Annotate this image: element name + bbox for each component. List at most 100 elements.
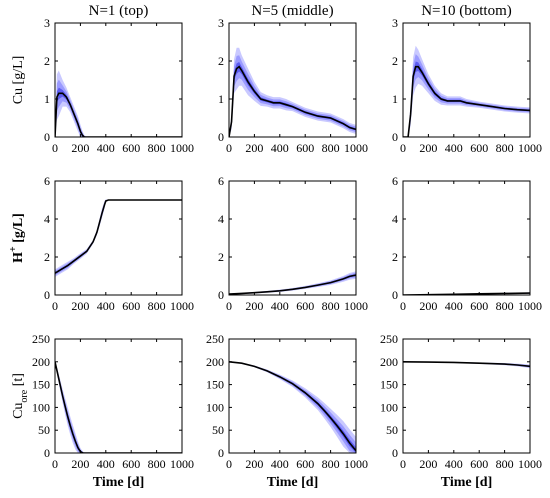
y-tick-label: 100 — [32, 400, 50, 414]
x-tick-label: 400 — [445, 299, 463, 313]
y-tick-label: 50 — [386, 423, 398, 437]
y-axis-label: Cuore [t] — [11, 373, 30, 419]
panel-title: N=10 (bottom) — [421, 3, 512, 19]
x-tick-label: 1000 — [170, 457, 194, 471]
y-tick-label: 150 — [380, 378, 398, 392]
y-tick-label: 150 — [32, 378, 50, 392]
y-tick-label: 4 — [44, 212, 50, 226]
y-axis-label: Cu [g/L] — [11, 56, 26, 105]
plot-area — [229, 271, 356, 295]
x-tick-label: 400 — [271, 457, 289, 471]
chart-panel: 0 200 400 600 800 1000 0 1 2 3 N=10 (bottom) — [392, 3, 542, 155]
axes-frame — [402, 338, 531, 454]
y-tick-label: 2 — [218, 54, 224, 68]
y-tick-label: 4 — [218, 212, 224, 226]
axes-frame — [54, 22, 183, 138]
x-tick-label: 200 — [71, 457, 89, 471]
x-tick-label: 400 — [97, 141, 115, 155]
uncertainty-band-inner — [229, 361, 356, 453]
uncertainty-band-mid — [229, 361, 356, 453]
y-tick-label: 50 — [38, 423, 50, 437]
x-tick-label: 200 — [419, 457, 437, 471]
y-tick-label: 0 — [392, 288, 398, 302]
x-axis-label: Time [d] — [441, 475, 492, 490]
mean-line — [55, 361, 182, 453]
y-tick-label: 3 — [218, 16, 224, 30]
y-tick-label: 2 — [44, 54, 50, 68]
x-tick-label: 400 — [271, 141, 289, 155]
y-tick-label: 3 — [44, 16, 50, 30]
plot-area — [403, 45, 530, 137]
x-tick-label: 600 — [296, 299, 314, 313]
y-tick-label: 0 — [218, 288, 224, 302]
uncertainty-band-mid — [229, 272, 356, 295]
x-tick-label: 800 — [148, 299, 166, 313]
y-tick-label: 6 — [218, 174, 224, 188]
x-tick-label: 600 — [470, 299, 488, 313]
axes-frame — [54, 338, 183, 454]
y-tick-label: 0 — [218, 130, 224, 144]
x-tick-label: 800 — [148, 457, 166, 471]
x-tick-label: 0 — [52, 141, 58, 155]
chart-panel: 0 200 400 600 800 1000 0 50 100 150 200 250 Time [d] — [380, 332, 542, 490]
x-tick-label: 1000 — [170, 141, 194, 155]
x-tick-label: 1000 — [170, 299, 194, 313]
y-tick-label: 250 — [380, 332, 398, 346]
uncertainty-band-outer — [229, 361, 356, 453]
x-tick-label: 200 — [419, 141, 437, 155]
x-tick-label: 400 — [445, 141, 463, 155]
plot-area — [55, 199, 182, 277]
panel-title: N=1 (top) — [89, 3, 149, 19]
x-tick-label: 600 — [296, 141, 314, 155]
x-tick-label: 1000 — [518, 299, 542, 313]
chart-panel: 0 200 400 600 800 1000 0 2 4 6 — [392, 174, 542, 313]
uncertainty-band-outer — [55, 199, 182, 277]
x-tick-label: 1000 — [344, 299, 368, 313]
mean-line — [55, 92, 182, 137]
chart-panel: 0 200 400 600 800 1000 0 1 2 3 N=5 (middle) — [218, 3, 368, 155]
y-tick-label: 200 — [32, 355, 50, 369]
x-tick-label: 800 — [322, 141, 340, 155]
x-tick-label: 0 — [400, 457, 406, 471]
y-tick-label: 0 — [218, 446, 224, 460]
y-tick-label: 6 — [392, 174, 398, 188]
x-tick-label: 800 — [148, 141, 166, 155]
chart-panel: 0 200 400 600 800 1000 0 50 100 150 200 250 Time [d]… — [11, 332, 194, 490]
y-tick-label: 4 — [392, 212, 398, 226]
uncertainty-band-mid — [55, 200, 182, 276]
mean-line — [403, 65, 530, 137]
x-tick-label: 0 — [226, 457, 232, 471]
x-tick-label: 800 — [496, 299, 514, 313]
panel-title: N=5 (middle) — [251, 3, 333, 19]
plot-area — [55, 70, 182, 137]
mean-line — [403, 361, 530, 368]
x-tick-label: 0 — [400, 299, 406, 313]
x-tick-label: 800 — [496, 141, 514, 155]
y-tick-label: 2 — [44, 250, 50, 264]
x-tick-label: 1000 — [344, 457, 368, 471]
y-tick-label: 0 — [44, 446, 50, 460]
chart-panel: 0 200 400 600 800 1000 0 50 100 150 200 250 Time [d] — [206, 332, 368, 490]
y-tick-label: 2 — [392, 54, 398, 68]
y-tick-label: 2 — [218, 250, 224, 264]
x-tick-label: 400 — [271, 299, 289, 313]
x-tick-label: 600 — [122, 457, 140, 471]
x-tick-label: 600 — [122, 141, 140, 155]
x-tick-label: 400 — [97, 457, 115, 471]
y-tick-label: 100 — [380, 400, 398, 414]
y-tick-label: 250 — [206, 332, 224, 346]
x-axis-label: Time [d] — [93, 475, 144, 490]
x-tick-label: 0 — [52, 457, 58, 471]
x-tick-label: 400 — [97, 299, 115, 313]
y-tick-label: 1 — [218, 92, 224, 106]
y-tick-label: 3 — [392, 16, 398, 30]
x-tick-label: 1000 — [344, 141, 368, 155]
mean-line — [229, 274, 356, 295]
x-tick-label: 800 — [322, 299, 340, 313]
plot-area — [229, 47, 356, 137]
x-tick-label: 200 — [71, 141, 89, 155]
y-tick-label: 0 — [44, 288, 50, 302]
x-tick-label: 200 — [71, 299, 89, 313]
x-tick-label: 200 — [419, 299, 437, 313]
